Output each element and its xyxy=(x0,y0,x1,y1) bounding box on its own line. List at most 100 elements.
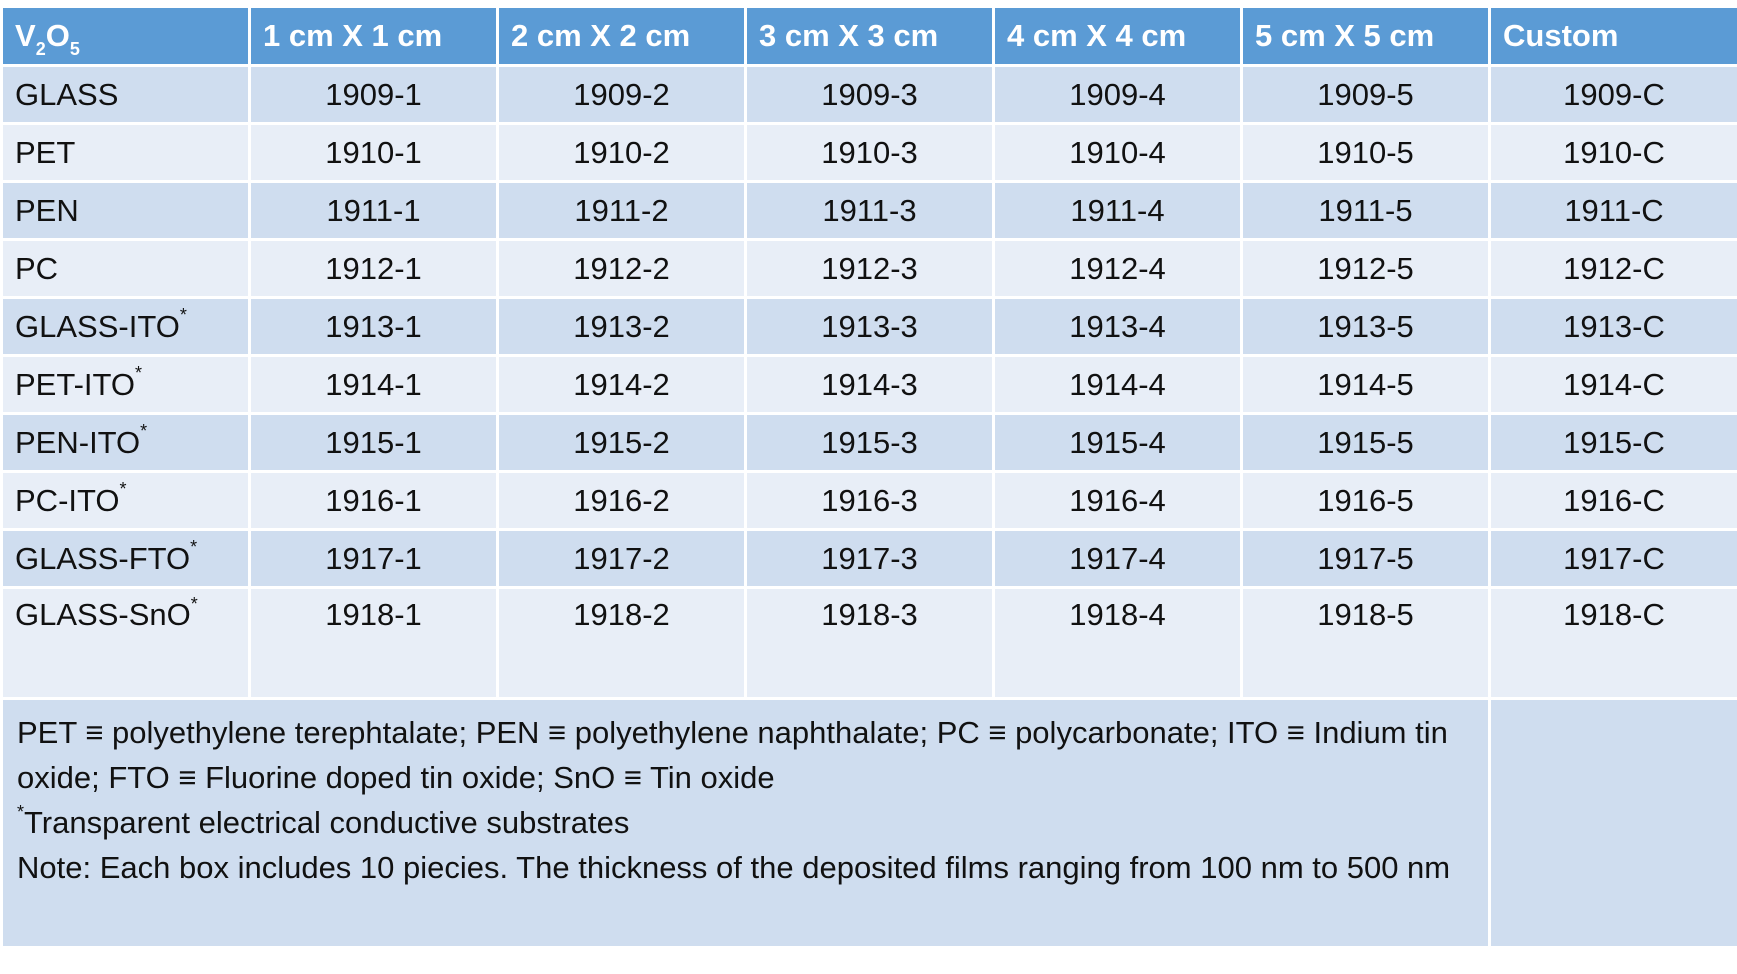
header-row: V2O5 1 cm X 1 cm 2 cm X 2 cm 3 cm X 3 cm… xyxy=(0,5,1737,67)
material-label: GLASS-SnO xyxy=(15,597,191,632)
product-code-cell: 1913-3 xyxy=(744,296,995,357)
product-code-cell: 1912-2 xyxy=(496,238,747,299)
table-row: GLASS-FTO* 1917-1 1917-2 1917-3 1917-4 1917-5… xyxy=(0,528,1737,589)
formula-sub-2: 2 xyxy=(35,39,46,60)
product-code-cell: 1915-1 xyxy=(248,412,499,473)
product-code-cell: 1912-5 xyxy=(1240,238,1491,299)
table-body: GLASS 1909-1 1909-2 1909-3 1909-4 1909-5 1909-… xyxy=(0,64,1737,700)
column-header: 5 cm X 5 cm xyxy=(1240,5,1491,67)
material-cell: GLASS-ITO* xyxy=(0,296,251,357)
product-code-cell: 1915-4 xyxy=(992,412,1243,473)
product-code-table: V2O5 1 cm X 1 cm 2 cm X 2 cm 3 cm X 3 cm… xyxy=(0,5,1737,949)
table-row: GLASS-SnO* 1918-1 1918-2 1918-3 1918-4 1918-5… xyxy=(0,586,1737,700)
abbreviations-text: PET ≡ polyethylene terephtalate; PEN ≡ p… xyxy=(17,715,1448,795)
product-code-cell: 1910-3 xyxy=(744,122,995,183)
notes-block: PET ≡ polyethylene terephtalate; PEN ≡ p… xyxy=(17,710,1474,890)
product-code-cell: 1914-3 xyxy=(744,354,995,415)
material-label: PET-ITO xyxy=(15,366,136,402)
table-row: PC-ITO* 1916-1 1916-2 1916-3 1916-4 1916-5 191… xyxy=(0,470,1737,531)
product-code-cell: 1916-C xyxy=(1488,470,1737,531)
material-label: PC-ITO xyxy=(15,482,120,518)
material-cell: GLASS xyxy=(0,64,251,125)
material-cell: PEN xyxy=(0,180,251,241)
product-code-cell: 1915-5 xyxy=(1240,412,1491,473)
product-code-cell: 1912-1 xyxy=(248,238,499,299)
product-code-cell: 1916-3 xyxy=(744,470,995,531)
material-label: GLASS-ITO xyxy=(15,308,180,344)
product-code-cell: 1918-C xyxy=(1488,586,1737,700)
product-code-cell: 1911-C xyxy=(1488,180,1737,241)
material-label: PC xyxy=(15,250,59,286)
table-row: PC 1912-1 1912-2 1912-3 1912-4 1912-5 1912-C xyxy=(0,238,1737,299)
product-code-cell: 1916-2 xyxy=(496,470,747,531)
product-code-cell: 1918-4 xyxy=(992,586,1243,700)
product-code-cell: 1911-2 xyxy=(496,180,747,241)
product-code-cell: 1912-3 xyxy=(744,238,995,299)
product-code-cell: 1916-4 xyxy=(992,470,1243,531)
product-code-cell: 1914-5 xyxy=(1240,354,1491,415)
product-code-cell: 1911-5 xyxy=(1240,180,1491,241)
product-code-cell: 1910-C xyxy=(1488,122,1737,183)
product-code-cell: 1910-5 xyxy=(1240,122,1491,183)
product-code-cell: 1914-1 xyxy=(248,354,499,415)
product-code-cell: 1913-4 xyxy=(992,296,1243,357)
table-row: PEN-ITO* 1915-1 1915-2 1915-3 1915-4 1915-5 19… xyxy=(0,412,1737,473)
product-code-cell: 1913-C xyxy=(1488,296,1737,357)
product-code-cell: 1917-2 xyxy=(496,528,747,589)
product-code-cell: 1917-4 xyxy=(992,528,1243,589)
table-row: PEN 1911-1 1911-2 1911-3 1911-4 1911-5 1911-C xyxy=(0,180,1737,241)
material-cell: PC xyxy=(0,238,251,299)
product-code-cell: 1918-3 xyxy=(744,586,995,700)
column-header: 4 cm X 4 cm xyxy=(992,5,1243,67)
product-code-cell: 1909-5 xyxy=(1240,64,1491,125)
product-code-cell: 1910-4 xyxy=(992,122,1243,183)
product-code-cell: 1917-C xyxy=(1488,528,1737,589)
conductive-mark: * xyxy=(190,537,198,558)
column-header: 1 cm X 1 cm xyxy=(248,5,499,67)
material-cell: PEN-ITO* xyxy=(0,412,251,473)
product-code-cell: 1913-1 xyxy=(248,296,499,357)
product-code-cell: 1911-1 xyxy=(248,180,499,241)
column-header-custom: Custom xyxy=(1488,5,1737,67)
product-table-wrapper: V2O5 1 cm X 1 cm 2 cm X 2 cm 3 cm X 3 cm… xyxy=(0,5,1737,949)
product-code-cell: 1909-2 xyxy=(496,64,747,125)
product-code-cell: 1918-1 xyxy=(248,586,499,700)
product-code-cell: 1909-C xyxy=(1488,64,1737,125)
note-text: Note: Each box includes 10 piecies. The … xyxy=(17,850,1451,885)
table-row: PET-ITO* 1914-1 1914-2 1914-3 1914-4 1914-5 19… xyxy=(0,354,1737,415)
table-row: GLASS-ITO* 1913-1 1913-2 1913-3 1913-4 1913-5… xyxy=(0,296,1737,357)
column-header: 3 cm X 3 cm xyxy=(744,5,995,67)
material-cell: GLASS-FTO* xyxy=(0,528,251,589)
material-label: GLASS-FTO xyxy=(15,540,191,576)
conductive-mark: * xyxy=(179,305,187,326)
product-code-cell: 1911-3 xyxy=(744,180,995,241)
notes-row: PET ≡ polyethylene terephtalate; PEN ≡ p… xyxy=(0,697,1737,949)
product-code-cell: 1909-4 xyxy=(992,64,1243,125)
product-code-cell: 1911-4 xyxy=(992,180,1243,241)
product-code-cell: 1918-5 xyxy=(1240,586,1491,700)
material-label: PEN xyxy=(15,192,79,228)
product-code-cell: 1914-4 xyxy=(992,354,1243,415)
conductive-mark: * xyxy=(119,479,127,500)
material-cell: PET xyxy=(0,122,251,183)
material-label: PET xyxy=(15,134,76,170)
product-code-cell: 1913-5 xyxy=(1240,296,1491,357)
formula-o: O xyxy=(45,18,70,53)
conductive-mark: * xyxy=(140,421,148,442)
product-code-cell: 1917-5 xyxy=(1240,528,1491,589)
product-code-cell: 1916-1 xyxy=(248,470,499,531)
table-row: PET 1910-1 1910-2 1910-3 1910-4 1910-5 1910-C xyxy=(0,122,1737,183)
product-code-cell: 1915-2 xyxy=(496,412,747,473)
conductive-mark: * xyxy=(135,363,143,384)
material-label: GLASS xyxy=(15,76,119,112)
product-code-cell: 1914-C xyxy=(1488,354,1737,415)
column-header: 2 cm X 2 cm xyxy=(496,5,747,67)
product-code-cell: 1916-5 xyxy=(1240,470,1491,531)
formula-v: V xyxy=(15,18,36,53)
formula-sub-5: 5 xyxy=(69,39,80,60)
product-code-cell: 1910-2 xyxy=(496,122,747,183)
product-code-cell: 1909-1 xyxy=(248,64,499,125)
notes-cell: PET ≡ polyethylene terephtalate; PEN ≡ p… xyxy=(0,697,1491,949)
notes-side-cell xyxy=(1488,697,1737,949)
product-code-cell: 1915-3 xyxy=(744,412,995,473)
